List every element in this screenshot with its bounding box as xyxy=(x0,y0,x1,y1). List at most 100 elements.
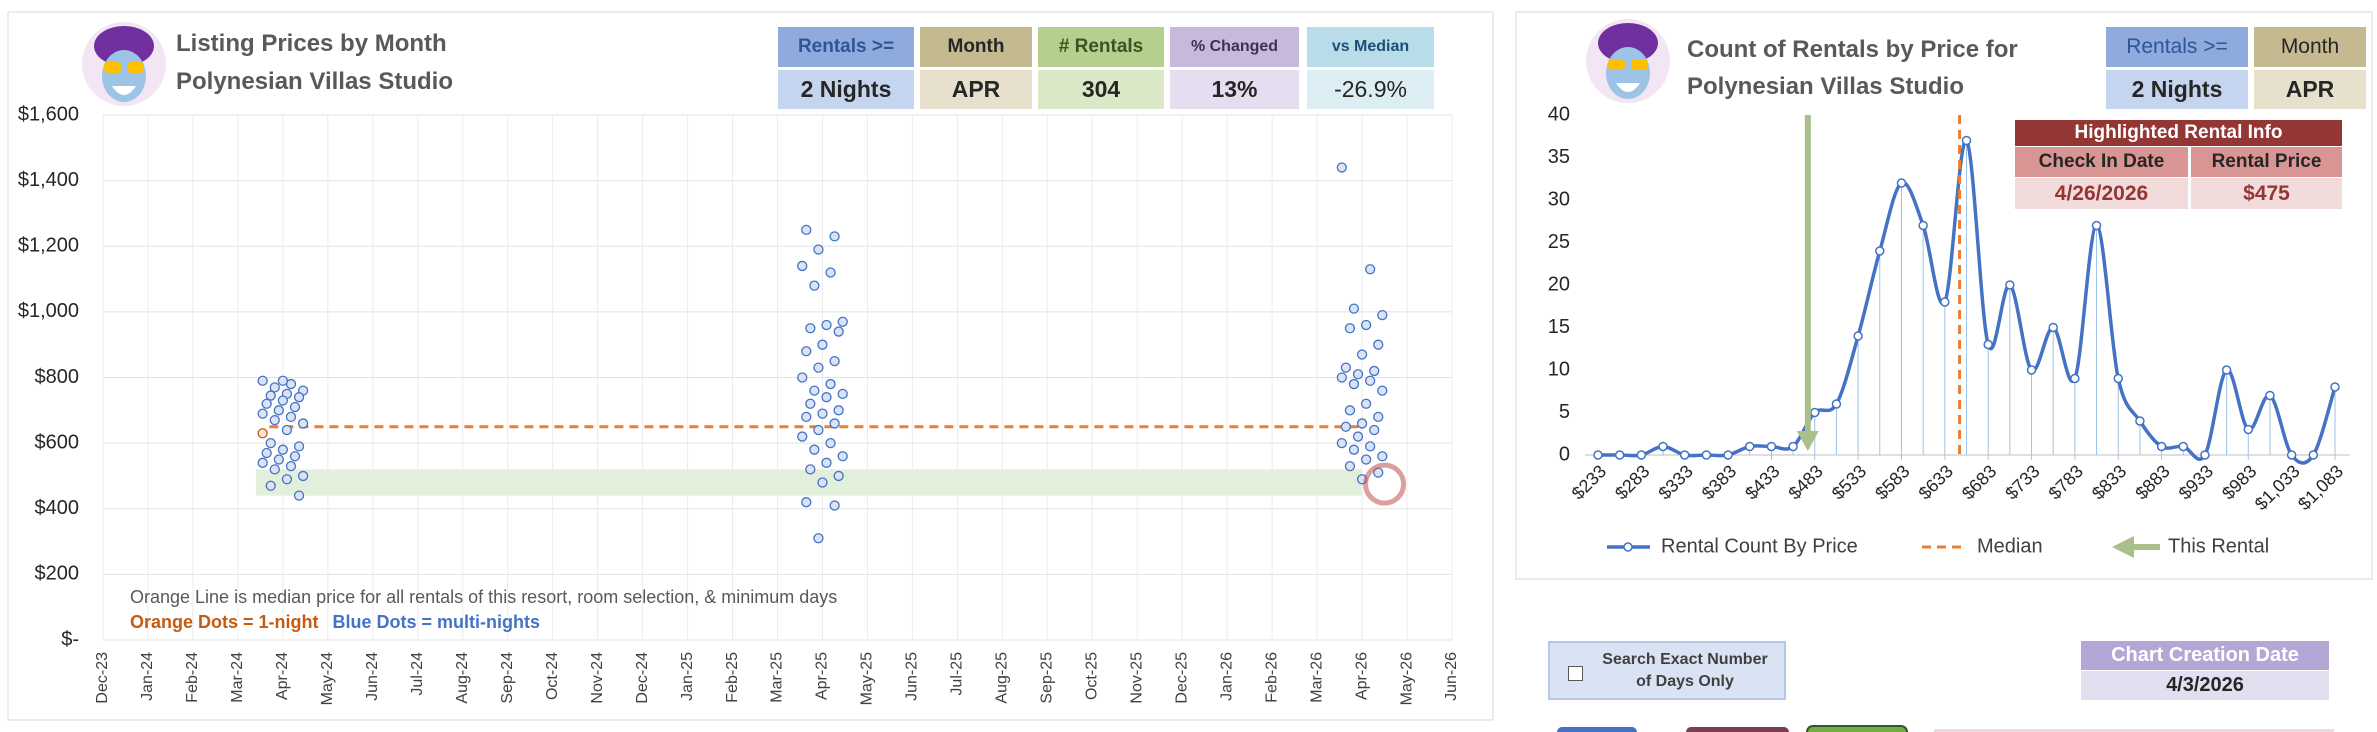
data-point xyxy=(1369,365,1380,377)
annotation: Orange Line is median price for all rent… xyxy=(130,587,837,607)
summary-value: APR xyxy=(920,70,1032,109)
button[interactable] xyxy=(1686,727,1789,732)
data-point xyxy=(293,490,305,501)
legend-label: Median xyxy=(1977,535,2043,557)
summary-value: -26.9% xyxy=(1307,70,1434,109)
x-tick-label: Dec-24 xyxy=(634,652,651,704)
data-point xyxy=(2026,365,2037,375)
y-tick-label: 5 xyxy=(1559,401,1570,423)
data-point xyxy=(817,339,828,350)
data-point xyxy=(1336,372,1347,383)
data-point xyxy=(285,411,297,423)
data-point xyxy=(289,451,301,462)
x-tick-label: Mar-25 xyxy=(769,652,786,703)
data-point xyxy=(285,460,297,472)
x-tick-label: Dec-25 xyxy=(1173,652,1190,704)
button[interactable] xyxy=(1806,725,1908,732)
data-point xyxy=(281,424,293,436)
x-tick-label: Mar-24 xyxy=(229,652,246,703)
data-point xyxy=(813,424,824,436)
x-tick-label: Jan-26 xyxy=(1218,652,1235,701)
data-point xyxy=(837,388,848,400)
creation-value: 4/3/2026 xyxy=(2081,671,2329,700)
data-point xyxy=(2243,424,2254,435)
y-tick-label: 40 xyxy=(1548,103,1570,125)
data-point xyxy=(1788,441,1798,452)
data-point xyxy=(821,457,832,468)
chart-title: Count of Rentals by Price for xyxy=(1687,36,2018,63)
data-point xyxy=(257,375,268,386)
data-point xyxy=(837,451,848,462)
x-tick-label: Jun-24 xyxy=(364,652,381,701)
arrow-head xyxy=(1796,431,1819,451)
data-point xyxy=(1360,398,1372,409)
data-point xyxy=(809,280,820,291)
data-point xyxy=(2156,441,2167,452)
x-tick-label: Dec-23 xyxy=(94,652,111,704)
x-tick-label: Nov-25 xyxy=(1128,652,1145,704)
summary-header: % Changed xyxy=(1170,27,1299,67)
annotation: Orange Dots = 1-night Blue Dots = multi-n… xyxy=(130,612,540,632)
y-tick-label: $800 xyxy=(35,366,80,388)
data-point xyxy=(817,408,828,419)
chart-subtitle: Polynesian Villas Studio xyxy=(1687,73,1964,100)
data-point xyxy=(797,372,808,383)
data-point xyxy=(265,480,276,491)
checkbox[interactable] xyxy=(1568,666,1583,681)
y-tick-label: 15 xyxy=(1548,316,1570,338)
data-point xyxy=(805,398,816,409)
data-point xyxy=(265,437,276,449)
this-rental-arrow xyxy=(1796,115,1819,451)
x-tick-label: May-25 xyxy=(859,652,876,705)
data-point xyxy=(801,346,812,357)
data-point xyxy=(1348,444,1360,455)
data-point xyxy=(269,464,280,475)
data-point xyxy=(1360,319,1372,331)
data-point xyxy=(1344,323,1356,334)
data-point xyxy=(2308,450,2319,460)
button[interactable] xyxy=(1557,727,1637,732)
y-tick-label: 0 xyxy=(1559,443,1570,465)
x-tick-label: Oct-24 xyxy=(544,652,561,700)
data-point xyxy=(1377,310,1388,321)
x-tick-label: Sep-25 xyxy=(1039,652,1056,704)
chart-subtitle: Polynesian Villas Studio xyxy=(176,68,453,95)
summary-value: 304 xyxy=(1038,70,1164,109)
data-point xyxy=(1593,450,1603,460)
data-point xyxy=(297,418,309,429)
x-tick-label: Jun-26 xyxy=(1443,652,1460,701)
x-tick-label: Feb-24 xyxy=(184,652,201,703)
data-point xyxy=(813,533,824,544)
annotation-part: Blue Dots = multi-nights xyxy=(333,612,541,632)
data-point xyxy=(289,401,301,413)
data-point xyxy=(1614,450,1625,460)
data-point xyxy=(1918,220,1928,231)
legend-label: This Rental xyxy=(2168,535,2269,557)
data-point xyxy=(1373,411,1384,423)
annotation-part: Orange Dots = 1-night xyxy=(130,612,319,632)
button[interactable] xyxy=(1934,729,2334,732)
search-option[interactable]: Search Exact Number of Days Only xyxy=(1548,641,1786,700)
x-tick-label: Nov-24 xyxy=(589,652,606,704)
y-tick-label: $1,400 xyxy=(18,169,79,191)
x-tick-label: Mar-26 xyxy=(1308,652,1325,703)
data-point xyxy=(821,392,832,403)
data-point xyxy=(1853,331,1863,341)
data-point xyxy=(797,260,808,272)
data-point xyxy=(1340,362,1352,373)
data-point xyxy=(2135,416,2145,426)
highlight-value: $475 xyxy=(2191,178,2342,209)
y-tick-label: $200 xyxy=(35,563,80,585)
highlight-header: Rental Price xyxy=(2191,147,2342,177)
x-tick-label: Jul-25 xyxy=(949,652,966,696)
data-point xyxy=(829,355,840,367)
data-point xyxy=(293,441,305,452)
data-point xyxy=(281,474,293,485)
data-point xyxy=(805,464,816,475)
data-point xyxy=(1961,135,1972,146)
x-tick-label: Jan-25 xyxy=(679,652,696,701)
data-point xyxy=(833,326,844,337)
x-tick-label: May-26 xyxy=(1398,652,1415,705)
summary-value: 2 Nights xyxy=(2106,70,2248,109)
x-tick-label: Jan-24 xyxy=(139,652,156,701)
